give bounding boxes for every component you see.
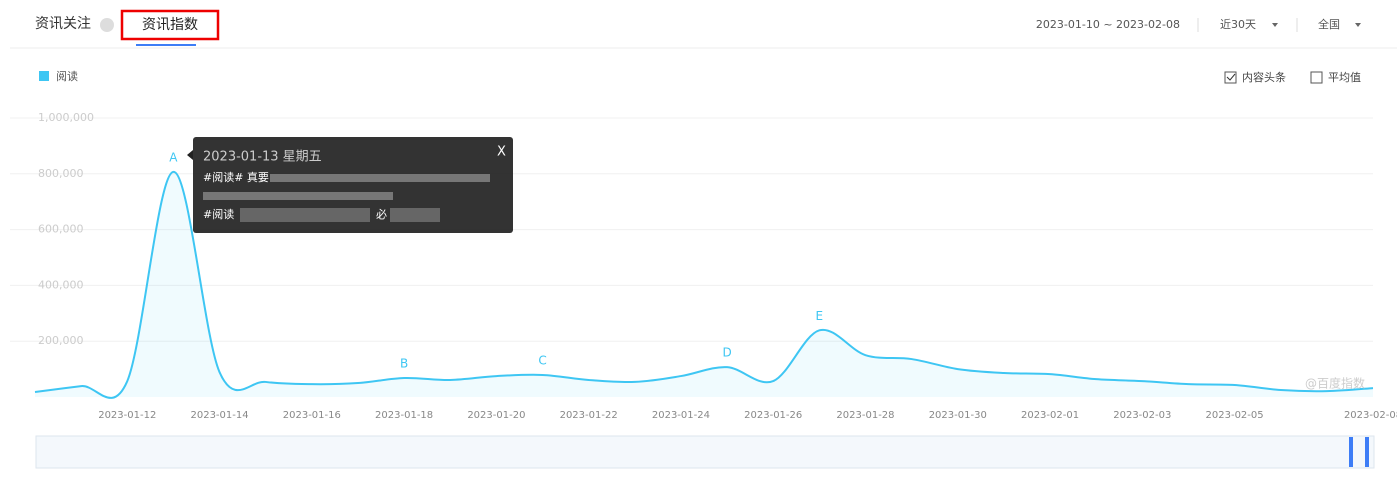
help-icon[interactable] — [100, 18, 114, 32]
x-tick-label: 2023-01-18 — [375, 410, 433, 421]
x-tick-label: 2023-02-01 — [1021, 410, 1079, 421]
annotation: E — [816, 309, 824, 323]
region[interactable]: 全国 — [1318, 17, 1340, 31]
scroll-handle[interactable] — [1349, 437, 1353, 467]
x-tick-label: 2023-02-05 — [1206, 410, 1264, 421]
scroll-handle[interactable] — [1365, 437, 1369, 467]
blur — [240, 208, 370, 222]
tooltip-close[interactable]: X — [497, 145, 506, 160]
tab-active[interactable]: 资讯指数 — [142, 17, 198, 33]
checkbox[interactable] — [1310, 71, 1323, 84]
y-tick-label: 400,000 — [38, 278, 84, 291]
dropdown-arrow — [1355, 23, 1361, 27]
tooltip: 2023-01-13 星期五 X #阅读# 真要 #阅读 必 — [187, 137, 513, 233]
line — [34, 170, 1374, 399]
tooltip-date: 2023-01-13 星期五 — [203, 150, 322, 165]
x-tick-label: 2023-02-03 — [1113, 410, 1171, 421]
tooltip-pointer — [187, 150, 193, 160]
y-tick-label: 600,000 — [38, 223, 84, 236]
watermark: @百度指数 — [1305, 376, 1365, 391]
x-tick-label: 2023-01-22 — [560, 410, 618, 421]
tooltip-line: #阅读# 真要 — [203, 170, 269, 184]
y-tick-label: 1,000,000 — [38, 111, 94, 124]
legend-swatch — [39, 71, 49, 81]
check — [1226, 73, 1236, 81]
x-tick-label: 2023-01-28 — [836, 410, 894, 421]
tooltip-line: #阅读 — [203, 207, 234, 221]
x-tick-label: 2023-01-26 — [744, 410, 802, 421]
dropdown-arrow — [1272, 23, 1278, 27]
tab[interactable]: 资讯关注 — [35, 16, 91, 32]
blur — [270, 174, 490, 182]
x-tick-label: 2023-01-16 — [283, 410, 341, 421]
x-tick-label: 2023-01-20 — [467, 410, 525, 421]
blur — [390, 208, 440, 222]
checkbox[interactable] — [1224, 71, 1237, 84]
annotation: B — [400, 357, 408, 371]
highlight-box — [120, 9, 220, 41]
option[interactable]: 平均值 — [1328, 71, 1361, 84]
y-tick-label: 200,000 — [38, 334, 84, 347]
annotation: C — [538, 353, 546, 367]
date-range[interactable]: 2023-01-10 ~ 2023-02-08 — [1036, 18, 1180, 31]
y-tick-label: 800,000 — [38, 167, 84, 180]
annotation: A — [169, 150, 178, 164]
area — [35, 171, 1373, 398]
x-tick-label: 2023-01-12 — [98, 410, 156, 421]
x-tick-label: 2023-01-30 — [929, 410, 987, 421]
scroll-track[interactable] — [35, 435, 1375, 469]
blur — [203, 192, 393, 200]
period[interactable]: 近30天 — [1220, 18, 1256, 31]
legend-label[interactable]: 阅读 — [56, 69, 78, 83]
option[interactable]: 内容头条 — [1242, 70, 1286, 84]
annotation: D — [722, 346, 731, 360]
x-tick-label: 2023-01-24 — [652, 410, 710, 421]
x-tick-label: 2023-02-08 — [1344, 410, 1397, 421]
x-tick-label: 2023-01-14 — [190, 410, 248, 421]
tooltip-line: 必 — [376, 208, 387, 221]
